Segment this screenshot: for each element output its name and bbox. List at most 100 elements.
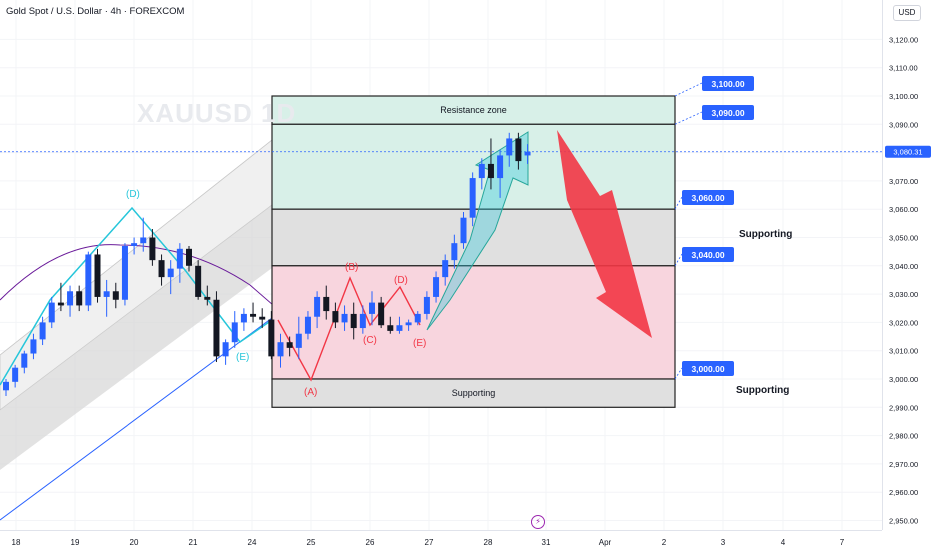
level-tag-label: 3,060.00 xyxy=(691,193,724,203)
price-tick-label: 2,980.00 xyxy=(889,432,918,441)
candle-body[interactable] xyxy=(213,299,220,357)
candle-body[interactable] xyxy=(3,381,9,391)
candle-body[interactable] xyxy=(67,291,74,306)
flash-icon[interactable]: ⚡ xyxy=(531,515,545,529)
lower-channel-band xyxy=(0,205,272,470)
candle-body[interactable] xyxy=(487,163,494,179)
candle-body[interactable] xyxy=(460,217,467,244)
time-tick-label: 27 xyxy=(425,538,434,547)
candle-body[interactable] xyxy=(442,260,449,278)
price-chart[interactable]: Resistance zone Supporting 3,100.00 3,090.0… xyxy=(0,0,882,530)
candle-body[interactable] xyxy=(378,302,385,326)
time-axis[interactable]: 18 19 20 21 24 25 26 27 28 31 Apr 2 3 4 7 xyxy=(0,530,882,551)
candle-body[interactable] xyxy=(30,339,37,354)
candle-body[interactable] xyxy=(39,322,46,340)
zone-label: Supporting xyxy=(452,388,496,398)
pattern-label: (B) xyxy=(345,262,358,273)
candle-body[interactable] xyxy=(369,302,375,314)
candle-body[interactable] xyxy=(469,178,476,218)
candle-body[interactable] xyxy=(332,311,339,323)
price-tick-label: 2,970.00 xyxy=(889,460,918,469)
candle-body[interactable] xyxy=(48,302,55,323)
level-tag[interactable] xyxy=(682,361,734,376)
price-tick-label: 2,990.00 xyxy=(889,403,918,412)
candle-body[interactable] xyxy=(414,313,421,323)
candle-body[interactable] xyxy=(286,342,293,348)
candle-body[interactable] xyxy=(186,248,192,266)
candle-body[interactable] xyxy=(94,254,101,297)
time-tick-label: 26 xyxy=(366,538,375,547)
time-tick-label: 25 xyxy=(307,538,316,547)
level-tag[interactable] xyxy=(702,76,754,91)
price-tick-label: 3,030.00 xyxy=(889,290,918,299)
candle-body[interactable] xyxy=(304,316,311,334)
tag-connector xyxy=(674,196,683,210)
candle-body[interactable] xyxy=(140,237,147,244)
cyan-pattern-line xyxy=(0,206,273,386)
time-tick-label: 2 xyxy=(662,538,667,547)
level-tag[interactable] xyxy=(682,247,734,262)
red-pattern-line xyxy=(277,276,421,382)
candle-body[interactable] xyxy=(103,291,110,297)
candle-body[interactable] xyxy=(359,313,366,329)
candle-body[interactable] xyxy=(323,296,330,312)
candle-body[interactable] xyxy=(240,313,247,323)
candle-body[interactable] xyxy=(314,296,321,317)
candle-body[interactable] xyxy=(112,291,119,300)
candle-body[interactable] xyxy=(250,313,257,317)
candle-body[interactable] xyxy=(121,245,128,300)
price-tick-label: 3,090.00 xyxy=(889,120,918,129)
candle-body[interactable] xyxy=(524,151,531,156)
candle-body[interactable] xyxy=(12,367,19,382)
candle-body[interactable] xyxy=(222,342,229,357)
candle-body[interactable] xyxy=(350,313,357,329)
candle-body[interactable] xyxy=(277,342,284,357)
candle-body[interactable] xyxy=(433,277,440,297)
candle-body[interactable] xyxy=(176,248,183,269)
currency-button[interactable]: USD xyxy=(893,5,921,21)
price-axis[interactable]: 2,950.00 2,960.00 2,970.00 2,980.00 2,990.00… xyxy=(882,0,932,530)
price-tick-label: 3,110.00 xyxy=(889,64,918,73)
candle-body[interactable] xyxy=(231,322,238,343)
level-tag[interactable] xyxy=(682,190,734,205)
candle-body[interactable] xyxy=(195,265,202,297)
candle-body[interactable] xyxy=(451,243,458,261)
time-tick-label: 21 xyxy=(189,538,198,547)
price-tick-label: 3,020.00 xyxy=(889,318,918,327)
candle-body[interactable] xyxy=(268,319,275,357)
tag-connector xyxy=(674,367,683,380)
candle-body[interactable] xyxy=(204,296,211,300)
candle-body[interactable] xyxy=(57,302,64,306)
candle-body[interactable] xyxy=(21,353,28,368)
candle-body[interactable] xyxy=(149,237,156,261)
candle-body[interactable] xyxy=(131,243,138,246)
candle-body[interactable] xyxy=(506,138,513,156)
tag-connector xyxy=(674,82,703,97)
candle-body[interactable] xyxy=(259,316,266,320)
candle-body[interactable] xyxy=(85,254,92,306)
candle-body[interactable] xyxy=(76,291,83,306)
side-label: Supporting xyxy=(739,229,792,240)
pattern-label: (A) xyxy=(304,387,317,398)
price-tick-label: 2,950.00 xyxy=(889,517,918,526)
level-tag[interactable] xyxy=(702,105,754,120)
time-tick-label: 31 xyxy=(542,538,551,547)
candle-body[interactable] xyxy=(295,333,302,348)
candle-body[interactable] xyxy=(387,325,394,331)
candle-body[interactable] xyxy=(396,325,403,331)
candle-body[interactable] xyxy=(497,155,504,179)
time-tick-label: 7 xyxy=(840,538,845,547)
candle-body[interactable] xyxy=(478,163,485,179)
level-tag-label: 3,100.00 xyxy=(711,79,744,89)
pattern-label: (D) xyxy=(126,189,140,200)
candle-body[interactable] xyxy=(515,138,522,162)
candle-body[interactable] xyxy=(423,296,430,314)
red-down-arrow xyxy=(557,130,652,338)
candle-body[interactable] xyxy=(341,313,348,323)
watermark-text: XAUUSD 1D xyxy=(137,98,297,128)
candle-body[interactable] xyxy=(167,268,174,278)
time-tick-label: 24 xyxy=(248,538,257,547)
candle-body[interactable] xyxy=(405,322,412,326)
candle-body[interactable] xyxy=(158,260,165,278)
